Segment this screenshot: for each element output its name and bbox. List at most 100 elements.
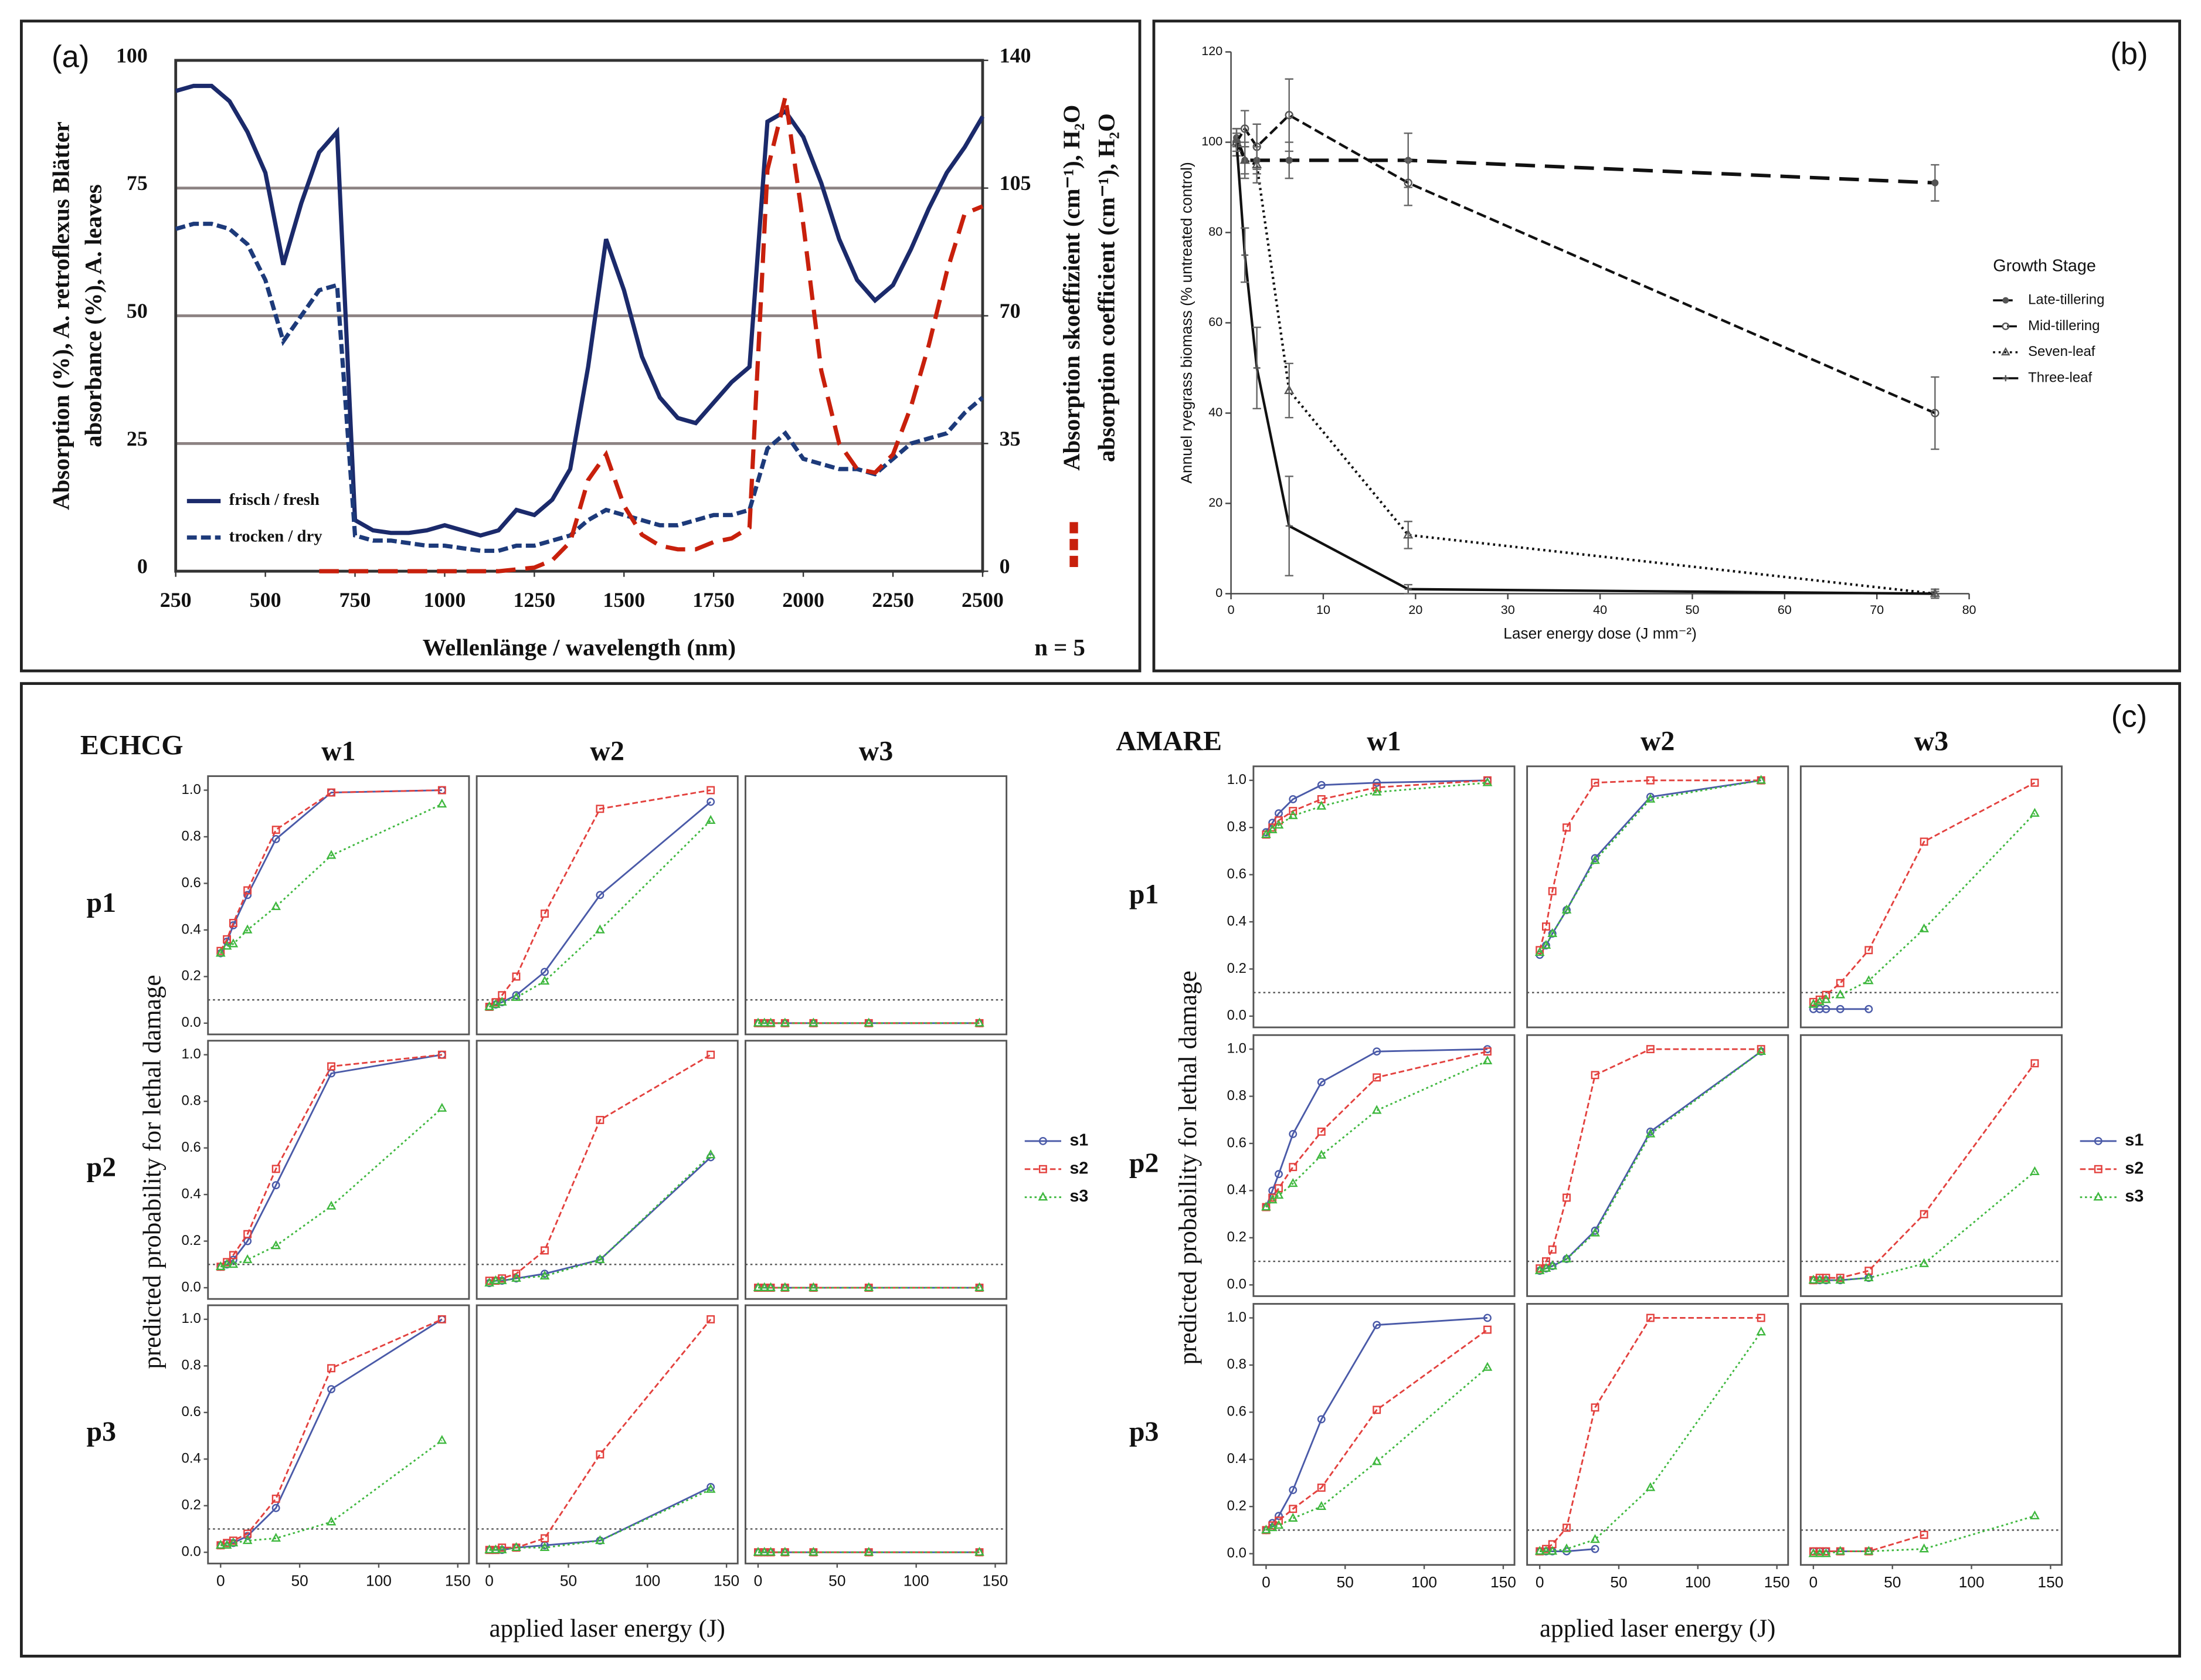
series-line: [319, 96, 984, 573]
error-bar: [1252, 146, 1261, 184]
data-point: [1239, 154, 1250, 164]
row-label: p1: [1129, 878, 1159, 909]
data-point: [596, 1450, 604, 1459]
data-point: [326, 1516, 337, 1526]
y-tick-label: 0.4: [182, 1186, 201, 1202]
y-tick-label: 20: [1208, 495, 1222, 510]
legend-marker: [2094, 1136, 2103, 1145]
data-point: [705, 1149, 716, 1159]
x-tick-label: 100: [1685, 1573, 1711, 1591]
y-tick-label: 100: [116, 43, 148, 67]
data-point: [1561, 904, 1572, 914]
data-point: [1756, 1326, 1767, 1336]
y-tick-label: 100: [1201, 134, 1222, 148]
data-point: [1289, 807, 1297, 815]
y-tick-label: 0.4: [182, 921, 201, 937]
legend-title: Growth Stage: [1993, 256, 2096, 275]
data-point: [1645, 793, 1656, 803]
x-tick-label: 100: [904, 1572, 929, 1589]
y-tick-label: 0.6: [182, 1139, 201, 1155]
data-point: [1822, 1274, 1830, 1282]
column-label: w1: [321, 735, 356, 766]
data-point: [1920, 837, 1928, 846]
data-point: [222, 1258, 232, 1268]
y-tick-label: 0.8: [182, 1357, 201, 1373]
y-tick-label: 0.8: [1227, 819, 1246, 835]
row-label: p3: [1129, 1416, 1159, 1447]
y-tick-label: 0.8: [182, 1092, 201, 1108]
panel-label: (b): [2110, 37, 2148, 72]
x-axis-label: Laser energy dose (J mm⁻²): [1503, 625, 1697, 642]
data-point: [1591, 1403, 1599, 1412]
x-tick-label: 100: [366, 1572, 392, 1589]
facet-panel: [207, 775, 470, 1036]
data-point: [595, 1535, 605, 1545]
x-tick-label: 0: [216, 1572, 225, 1589]
data-point: [1261, 1524, 1271, 1534]
data-point: [974, 1017, 984, 1027]
series-line: [1813, 782, 2036, 1003]
data-point: [1821, 1548, 1831, 1557]
data-point: [1316, 800, 1327, 810]
facet-panel: [745, 775, 1008, 1036]
column-label: w2: [590, 735, 624, 766]
facet-panel: [207, 1040, 470, 1300]
x-tick-label: 1000: [424, 588, 466, 612]
data-point: [1289, 1163, 1297, 1172]
x-tick-label: 0: [1228, 603, 1235, 617]
data-point: [1563, 823, 1571, 832]
y2-axis-label: Absorption skoeffizient (cm⁻¹), H₂O: [1058, 105, 1085, 471]
x-tick-label: 10: [1316, 603, 1330, 617]
data-point: [1931, 590, 1939, 598]
legend-label: s1: [2125, 1131, 2144, 1149]
series-line: [1539, 1317, 1761, 1552]
y2-tick-label: 105: [1000, 171, 1031, 195]
x-tick-label: 150: [983, 1572, 1008, 1589]
x-tick-label: 150: [1490, 1573, 1516, 1591]
data-point: [539, 1542, 550, 1552]
series-line: [1813, 1063, 2036, 1281]
data-point: [1836, 1274, 1845, 1282]
column-label: w3: [1914, 726, 1949, 757]
x-tick-label: 2000: [782, 588, 824, 612]
series-line: [1539, 779, 1761, 953]
data-point: [1317, 1415, 1326, 1424]
data-point: [1483, 1325, 1492, 1334]
data-point: [1646, 792, 1655, 801]
data-point: [484, 1277, 494, 1287]
data-point: [327, 1364, 335, 1373]
y-tick-label: 0.2: [1227, 1498, 1246, 1513]
data-point: [1821, 1274, 1831, 1284]
data-point: [864, 1546, 874, 1556]
data-point: [1482, 777, 1493, 786]
y-tick-label: 1.0: [182, 782, 201, 797]
data-point: [216, 946, 225, 955]
data-point: [809, 1546, 818, 1556]
series-line: [1265, 1048, 1487, 1208]
data-point: [1646, 776, 1655, 785]
legend-label: Late-tillering: [2028, 292, 2104, 308]
y2-tick-label: 70: [1000, 299, 1021, 323]
data-point: [1373, 1406, 1381, 1414]
x-tick-label: 150: [2037, 1573, 2063, 1591]
y2-tick-label: 35: [1000, 427, 1021, 450]
plot-border: [174, 59, 984, 573]
legend-marker: [2002, 323, 2010, 330]
data-point: [271, 1503, 280, 1512]
data-point: [1483, 1314, 1492, 1322]
data-point: [437, 1315, 446, 1323]
x-tick-label: 20: [1408, 603, 1422, 617]
series-line: [175, 222, 984, 553]
data-point: [1920, 1210, 1928, 1219]
data-point: [541, 968, 549, 976]
data-point: [1289, 795, 1297, 803]
y-tick-label: 1.0: [1227, 772, 1246, 788]
error-bar: [1931, 376, 1940, 450]
data-point: [228, 1537, 239, 1547]
data-point: [2030, 1059, 2039, 1068]
series-line: [1813, 1171, 2036, 1281]
data-point: [1267, 824, 1278, 834]
series-line: [1265, 1329, 1488, 1531]
data-point: [1371, 786, 1382, 796]
data-point: [1253, 364, 1261, 372]
